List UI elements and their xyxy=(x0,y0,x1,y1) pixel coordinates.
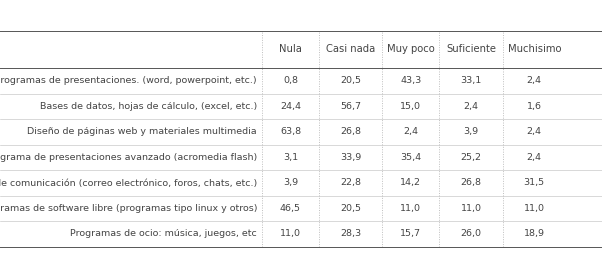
Text: 2,4: 2,4 xyxy=(527,76,542,85)
Text: 2,4: 2,4 xyxy=(527,127,542,136)
Text: 2,4: 2,4 xyxy=(527,153,542,162)
Text: 35,4: 35,4 xyxy=(400,153,421,162)
Text: Diseño de páginas web y materiales multimedia: Diseño de páginas web y materiales multi… xyxy=(28,127,257,136)
Text: Muy poco: Muy poco xyxy=(387,44,435,54)
Text: Programas de ocio: música, juegos, etc: Programas de ocio: música, juegos, etc xyxy=(70,230,257,238)
Text: 63,8: 63,8 xyxy=(280,127,301,136)
Text: 3,1: 3,1 xyxy=(283,153,298,162)
Text: Muchisimo: Muchisimo xyxy=(507,44,561,54)
Text: 20,5: 20,5 xyxy=(340,204,361,213)
Text: 15,7: 15,7 xyxy=(400,230,421,238)
Text: 33,9: 33,9 xyxy=(340,153,361,162)
Text: 14,2: 14,2 xyxy=(400,178,421,187)
Text: 43,3: 43,3 xyxy=(400,76,421,85)
Text: 11,0: 11,0 xyxy=(524,204,545,213)
Text: Programas de software libre (programas tipo linux y otros): Programas de software libre (programas t… xyxy=(0,204,257,213)
Text: 11,0: 11,0 xyxy=(280,230,301,238)
Text: 15,0: 15,0 xyxy=(400,102,421,111)
Text: 24,4: 24,4 xyxy=(280,102,301,111)
Text: 26,8: 26,8 xyxy=(461,178,482,187)
Text: 11,0: 11,0 xyxy=(461,204,482,213)
Text: Suficiente: Suficiente xyxy=(446,44,496,54)
Text: 22,8: 22,8 xyxy=(340,178,361,187)
Text: 18,9: 18,9 xyxy=(524,230,545,238)
Text: 20,5: 20,5 xyxy=(340,76,361,85)
Text: 31,5: 31,5 xyxy=(524,178,545,187)
Text: 2,4: 2,4 xyxy=(403,127,418,136)
Text: Nula: Nula xyxy=(279,44,302,54)
Text: 1,6: 1,6 xyxy=(527,102,542,111)
Text: 46,5: 46,5 xyxy=(280,204,301,213)
Text: 56,7: 56,7 xyxy=(340,102,361,111)
Text: Bases de datos, hojas de cálculo, (excel, etc.): Bases de datos, hojas de cálculo, (excel… xyxy=(40,102,257,111)
Text: 3,9: 3,9 xyxy=(464,127,479,136)
Text: Programa de presentaciones avanzado (acromedia flash): Programa de presentaciones avanzado (acr… xyxy=(0,153,257,162)
Text: 26,0: 26,0 xyxy=(461,230,482,238)
Text: 3,9: 3,9 xyxy=(283,178,298,187)
Text: Programas de comunicación (correo electrónico, foros, chats, etc.): Programas de comunicación (correo electr… xyxy=(0,178,257,188)
Text: 2,4: 2,4 xyxy=(464,102,479,111)
Text: 25,2: 25,2 xyxy=(461,153,482,162)
Text: 28,3: 28,3 xyxy=(340,230,361,238)
Text: 11,0: 11,0 xyxy=(400,204,421,213)
Text: 0,8: 0,8 xyxy=(283,76,298,85)
Text: procesador de textos y programas de presentaciones. (word, powerpoint, etc.): procesador de textos y programas de pres… xyxy=(0,76,257,85)
Text: 33,1: 33,1 xyxy=(461,76,482,85)
Text: 26,8: 26,8 xyxy=(340,127,361,136)
Text: Casi nada: Casi nada xyxy=(326,44,375,54)
